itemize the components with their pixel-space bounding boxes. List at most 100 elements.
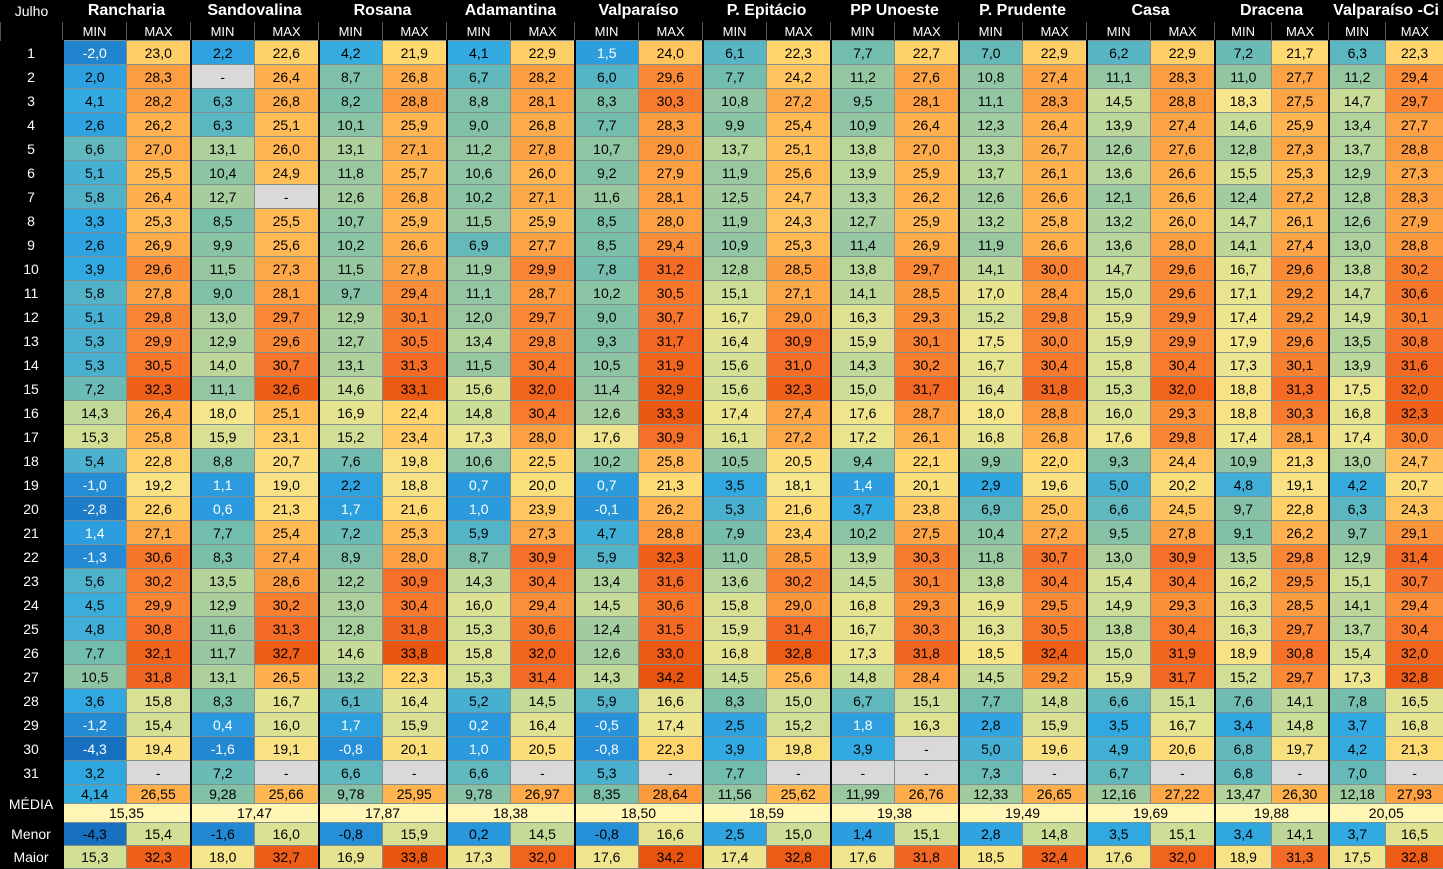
max-subheader: MAX — [639, 22, 703, 41]
max-cell: 16,4 — [511, 713, 575, 737]
max-cell: 15,8 — [127, 689, 191, 713]
max-subheader: MAX — [1272, 22, 1329, 41]
min-cell: 15,3 — [1087, 377, 1151, 401]
max-cell: 30,6 — [127, 545, 191, 569]
min-cell: 7,2 — [1215, 41, 1272, 65]
min-cell: 11,7 — [191, 641, 255, 665]
min-cell: 13,8 — [1087, 617, 1151, 641]
max-cell: 30,2 — [255, 593, 319, 617]
min-cell: 9,0 — [191, 281, 255, 305]
max-cell: 28,2 — [511, 65, 575, 89]
max-cell: 30,5 — [383, 329, 447, 353]
max-cell: 28,3 — [639, 113, 703, 137]
max-cell: 27,1 — [127, 521, 191, 545]
max-cell: 27,7 — [511, 233, 575, 257]
menor-cell: 15,4 — [127, 823, 191, 846]
max-cell: 26,8 — [1023, 425, 1087, 449]
min-cell: 7,7 — [703, 65, 767, 89]
max-cell: 27,4 — [1023, 65, 1087, 89]
min-cell: 13,0 — [191, 305, 255, 329]
max-cell: 30,1 — [1272, 353, 1329, 377]
station-header: Dracena — [1215, 1, 1329, 22]
min-cell: 10,1 — [319, 113, 383, 137]
day-label: 13 — [1, 329, 63, 353]
max-cell: 16,6 — [639, 689, 703, 713]
max-cell: 32,0 — [1386, 377, 1443, 401]
min-cell: 14,6 — [319, 377, 383, 401]
min-cell: 10,9 — [831, 113, 895, 137]
max-cell: 29,5 — [1272, 569, 1329, 593]
max-cell: 30,2 — [127, 569, 191, 593]
min-cell: 17,9 — [1215, 329, 1272, 353]
maior-cell: 18,0 — [191, 846, 255, 869]
min-cell: - — [831, 761, 895, 785]
max-cell: 27,3 — [1272, 137, 1329, 161]
max-cell: 30,1 — [895, 329, 959, 353]
max-cell: 22,9 — [1023, 41, 1087, 65]
min-cell: 9,4 — [831, 449, 895, 473]
min-cell: 14,5 — [703, 665, 767, 689]
max-cell: 20,1 — [895, 473, 959, 497]
max-cell: 27,4 — [1151, 113, 1215, 137]
min-cell: 13,7 — [959, 161, 1023, 185]
min-cell: 5,0 — [959, 737, 1023, 761]
menor-cell: -4,3 — [63, 823, 127, 846]
min-cell: 5,2 — [447, 689, 511, 713]
min-cell: 2,0 — [63, 65, 127, 89]
max-cell: 30,4 — [511, 569, 575, 593]
maior-cell: 18,9 — [1215, 846, 1272, 869]
max-cell: 24,5 — [1151, 497, 1215, 521]
menor-cell: 15,9 — [383, 823, 447, 846]
max-cell: 29,0 — [767, 305, 831, 329]
min-cell: 8,5 — [575, 233, 639, 257]
max-cell: 27,7 — [1386, 113, 1443, 137]
min-cell: 14,7 — [1087, 257, 1151, 281]
min-cell: 6,3 — [191, 89, 255, 113]
media-min-cell: 4,14 — [63, 785, 127, 804]
max-cell: 14,5 — [511, 689, 575, 713]
min-cell: 2,2 — [191, 41, 255, 65]
min-cell: 2,6 — [63, 233, 127, 257]
min-cell: 18,9 — [1215, 641, 1272, 665]
media-max-cell: 28,64 — [639, 785, 703, 804]
min-cell: 16,1 — [703, 425, 767, 449]
max-cell: 30,9 — [1151, 545, 1215, 569]
min-cell: 7,7 — [703, 761, 767, 785]
min-cell: 6,8 — [1215, 737, 1272, 761]
max-cell: 33,1 — [383, 377, 447, 401]
min-cell: 2,2 — [319, 473, 383, 497]
min-cell: 13,2 — [319, 665, 383, 689]
day-label: 30 — [1, 737, 63, 761]
max-cell: 25,7 — [383, 161, 447, 185]
maior-cell: 32,3 — [127, 846, 191, 869]
media-min-cell: 12,16 — [1087, 785, 1151, 804]
min-cell: 10,6 — [447, 449, 511, 473]
max-cell: 29,6 — [255, 329, 319, 353]
max-cell: 26,1 — [1272, 209, 1329, 233]
max-subheader: MAX — [1023, 22, 1087, 41]
max-cell: 28,7 — [895, 401, 959, 425]
max-cell: 22,6 — [255, 41, 319, 65]
min-cell: 10,5 — [575, 353, 639, 377]
min-cell: 15,2 — [319, 425, 383, 449]
min-cell: 13,5 — [191, 569, 255, 593]
min-cell: 2,6 — [63, 113, 127, 137]
min-subheader: MIN — [191, 22, 255, 41]
max-cell: 27,8 — [127, 281, 191, 305]
min-cell: 14,3 — [63, 401, 127, 425]
min-cell: 16,9 — [959, 593, 1023, 617]
max-cell: 28,0 — [639, 209, 703, 233]
max-cell: 30,4 — [1023, 569, 1087, 593]
max-cell: 30,3 — [895, 617, 959, 641]
max-cell: 29,1 — [1386, 521, 1443, 545]
max-cell: 22,1 — [895, 449, 959, 473]
min-cell: 10,2 — [447, 185, 511, 209]
min-cell: 15,8 — [447, 641, 511, 665]
min-cell: 13,2 — [959, 209, 1023, 233]
min-cell: 14,3 — [447, 569, 511, 593]
min-cell: 0,2 — [447, 713, 511, 737]
min-cell: 14,7 — [1215, 209, 1272, 233]
maior-cell: 17,3 — [447, 846, 511, 869]
